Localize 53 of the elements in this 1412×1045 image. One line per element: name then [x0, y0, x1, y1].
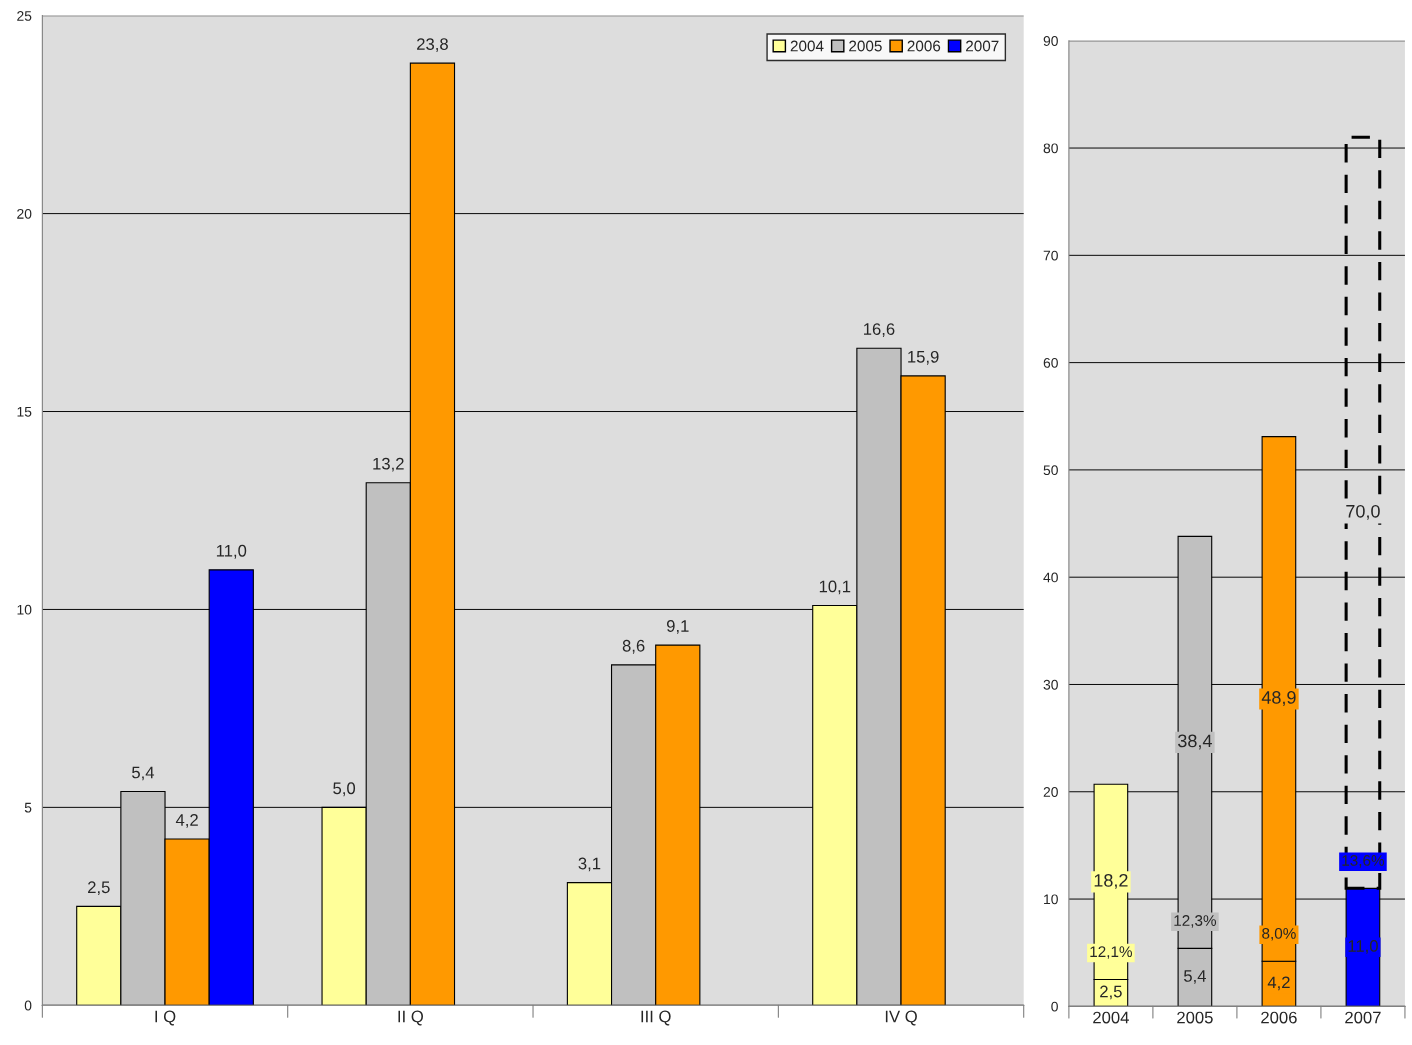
- data-label: 70,0: [1346, 504, 1380, 520]
- y-tick-label: 60: [1043, 357, 1058, 368]
- data-label: 4,2: [1267, 976, 1290, 991]
- data-label: 38,4: [1178, 734, 1212, 750]
- data-label: 16,6: [864, 323, 895, 337]
- y-tick-label: 50: [1043, 465, 1058, 476]
- data-label: 10,1: [819, 580, 851, 595]
- y-tick-label: 20: [17, 208, 32, 219]
- x-tick-label: 2004: [1093, 1011, 1129, 1024]
- y-tick-label: 10: [1044, 894, 1058, 905]
- y-tick-label: 10: [17, 604, 32, 615]
- data-label: 5,4: [132, 766, 155, 781]
- annotation: 8,0%: [1262, 927, 1296, 941]
- x-tick-label: I Q: [155, 1010, 176, 1026]
- y-tick-label: 5: [24, 802, 32, 813]
- x-tick-label: 2005: [1177, 1011, 1213, 1024]
- y-tick-label: 15: [17, 407, 32, 417]
- x-tick-label: 2007: [1345, 1011, 1381, 1024]
- y-tick-label: 80: [1043, 143, 1058, 154]
- data-label: 5,4: [1183, 970, 1206, 984]
- x-tick-label: III Q: [641, 1010, 671, 1026]
- data-label: 2,5: [1100, 985, 1122, 1000]
- data-label: 15,9: [908, 350, 939, 365]
- legend-label: 2007: [966, 40, 999, 52]
- data-label: 11,0: [1348, 940, 1378, 954]
- y-tick-label: 40: [1043, 572, 1058, 583]
- data-label: 13,2: [373, 457, 404, 472]
- x-tick-label: IV Q: [885, 1010, 917, 1026]
- y-tick-label: 20: [1043, 787, 1058, 797]
- y-tick-label: 25: [17, 11, 32, 21]
- data-label: 2,5: [88, 881, 110, 896]
- data-label: 9,1: [666, 620, 689, 634]
- data-label: 8,6: [622, 639, 645, 654]
- y-tick-label: 90: [1043, 36, 1058, 46]
- x-tick-label: 2006: [1261, 1011, 1297, 1024]
- y-tick-label: 0: [1051, 1001, 1058, 1012]
- x-tick-label: II Q: [398, 1010, 423, 1026]
- annotation: 13,6%: [1342, 855, 1385, 868]
- legend-label: 2004: [790, 40, 824, 52]
- data-label: 48,9: [1261, 691, 1296, 706]
- legend-label: 2006: [907, 40, 941, 52]
- annotation: 12,3%: [1174, 915, 1217, 928]
- y-tick-label: 30: [1043, 679, 1058, 690]
- data-label: 11,0: [216, 544, 247, 559]
- legend-label: 2005: [849, 40, 882, 52]
- data-label: 18,2: [1094, 873, 1128, 889]
- annotation: 12,1%: [1090, 946, 1133, 959]
- data-label: 3,1: [578, 857, 601, 872]
- data-label: 5,0: [333, 782, 356, 797]
- y-tick-label: 70: [1043, 250, 1058, 261]
- y-tick-label: 0: [24, 1000, 32, 1011]
- data-label: 4,2: [175, 814, 198, 828]
- data-label: 23,8: [417, 38, 448, 52]
